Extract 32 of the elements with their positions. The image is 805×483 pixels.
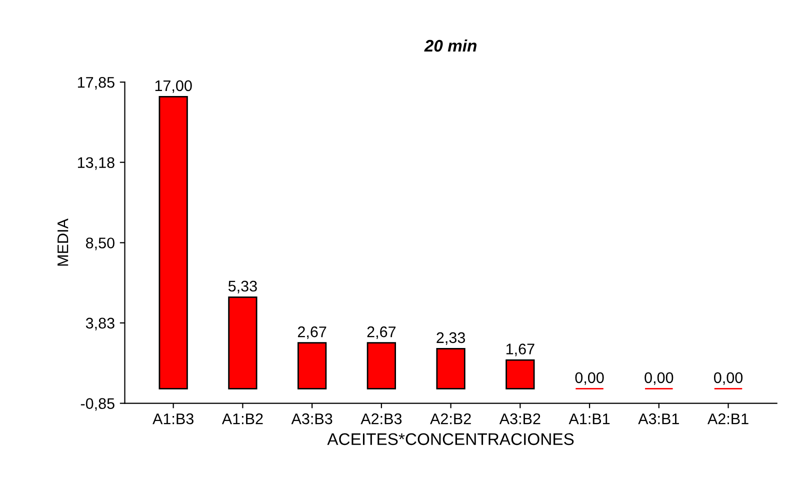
bar — [366, 342, 396, 390]
y-axis-title: MEDIA — [58, 218, 68, 266]
x-axis-title: ACEITES*CONCENTRACIONES — [327, 433, 574, 446]
data-label: 2,33 — [436, 332, 465, 345]
data-label: 1,67 — [506, 344, 534, 356]
bar — [228, 296, 258, 390]
data-label: 0,00 — [644, 372, 674, 385]
x-tick-label: A1:B2 — [222, 413, 263, 424]
data-label: 0,00 — [714, 372, 743, 385]
chart-title: 20 min — [424, 39, 476, 52]
x-tick-label: A3:B1 — [638, 413, 679, 424]
x-tick-label: A2:B3 — [360, 413, 402, 424]
data-label: 2,67 — [367, 326, 396, 340]
bar — [158, 96, 188, 390]
bar — [506, 359, 535, 390]
x-tick-label: A2:B1 — [707, 413, 748, 424]
data-label: 5,33 — [228, 280, 257, 294]
x-tick-label: A3:B3 — [291, 413, 332, 424]
x-tick-label: A1:B1 — [568, 414, 610, 424]
y-tick-label: 13,18 — [78, 157, 114, 170]
data-label: 0,00 — [575, 372, 604, 385]
data-label: 17,00 — [155, 80, 192, 93]
bar — [436, 348, 466, 390]
y-tick-label: 3,83 — [86, 318, 114, 330]
x-tick-label: A1:B3 — [152, 413, 194, 424]
data-label: 2,67 — [298, 326, 326, 340]
y-tick-label: -0,85 — [80, 398, 114, 411]
y-tick-label: 8,50 — [86, 238, 114, 250]
x-tick-label: A2:B2 — [430, 413, 471, 424]
bar — [298, 342, 327, 390]
x-tick-label: A3:B2 — [499, 413, 540, 424]
y-tick-label: 17,85 — [78, 76, 114, 90]
